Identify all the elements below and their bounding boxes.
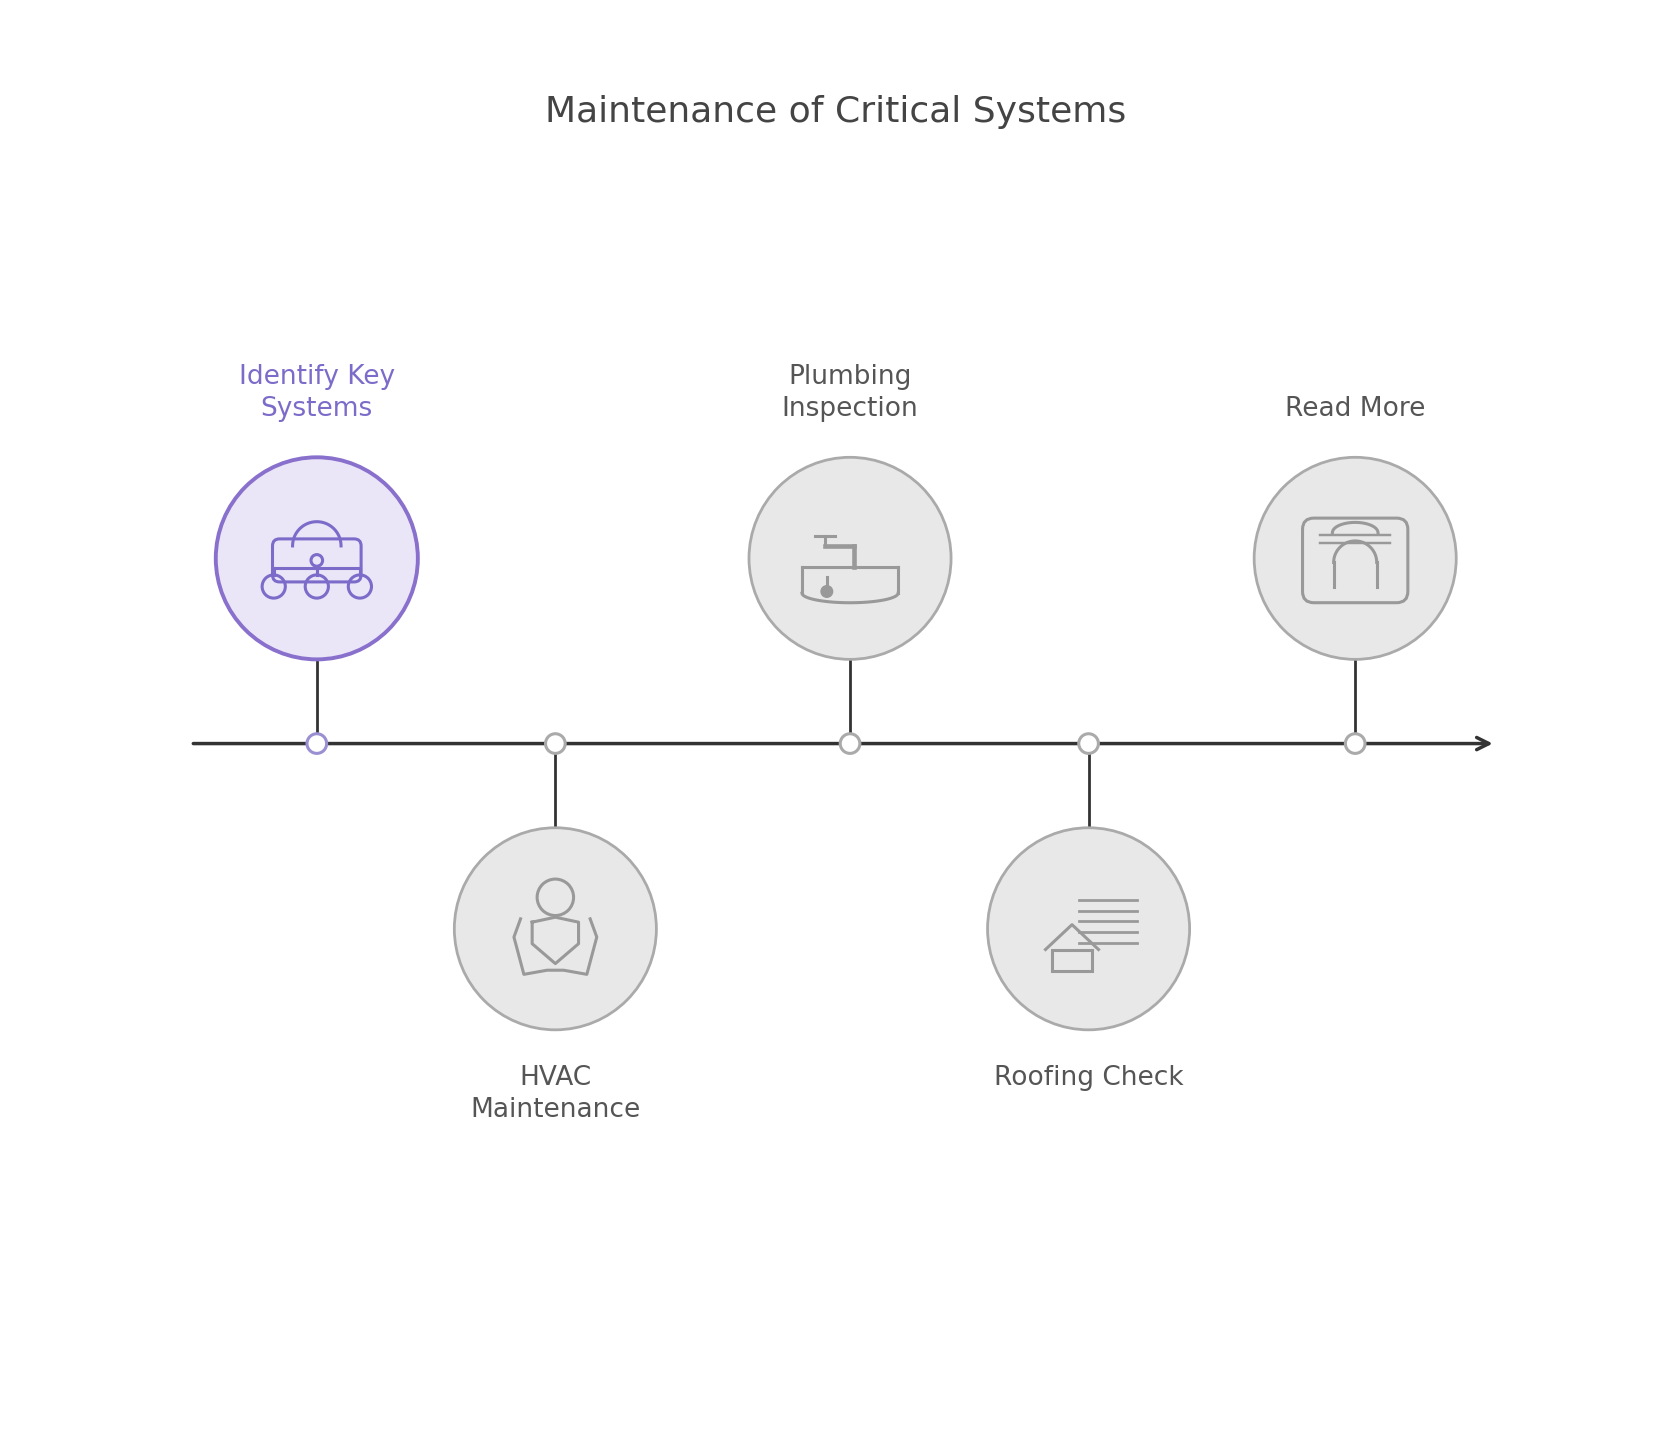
Bar bbox=[1052, 950, 1092, 970]
Text: HVAC
Maintenance: HVAC Maintenance bbox=[470, 1065, 640, 1123]
Circle shape bbox=[216, 458, 418, 660]
Circle shape bbox=[308, 734, 326, 753]
Text: Read More: Read More bbox=[1286, 396, 1425, 422]
Circle shape bbox=[545, 734, 565, 753]
Text: Roofing Check: Roofing Check bbox=[993, 1065, 1184, 1090]
Circle shape bbox=[988, 827, 1189, 1030]
Circle shape bbox=[455, 827, 657, 1030]
Circle shape bbox=[841, 734, 859, 753]
Circle shape bbox=[821, 585, 833, 597]
Text: Identify Key
Systems: Identify Key Systems bbox=[239, 365, 395, 422]
Circle shape bbox=[749, 458, 951, 660]
Circle shape bbox=[1254, 458, 1456, 660]
Text: Maintenance of Critical Systems: Maintenance of Critical Systems bbox=[545, 94, 1127, 129]
Circle shape bbox=[1078, 734, 1099, 753]
Circle shape bbox=[1346, 734, 1364, 753]
Text: Plumbing
Inspection: Plumbing Inspection bbox=[781, 365, 918, 422]
